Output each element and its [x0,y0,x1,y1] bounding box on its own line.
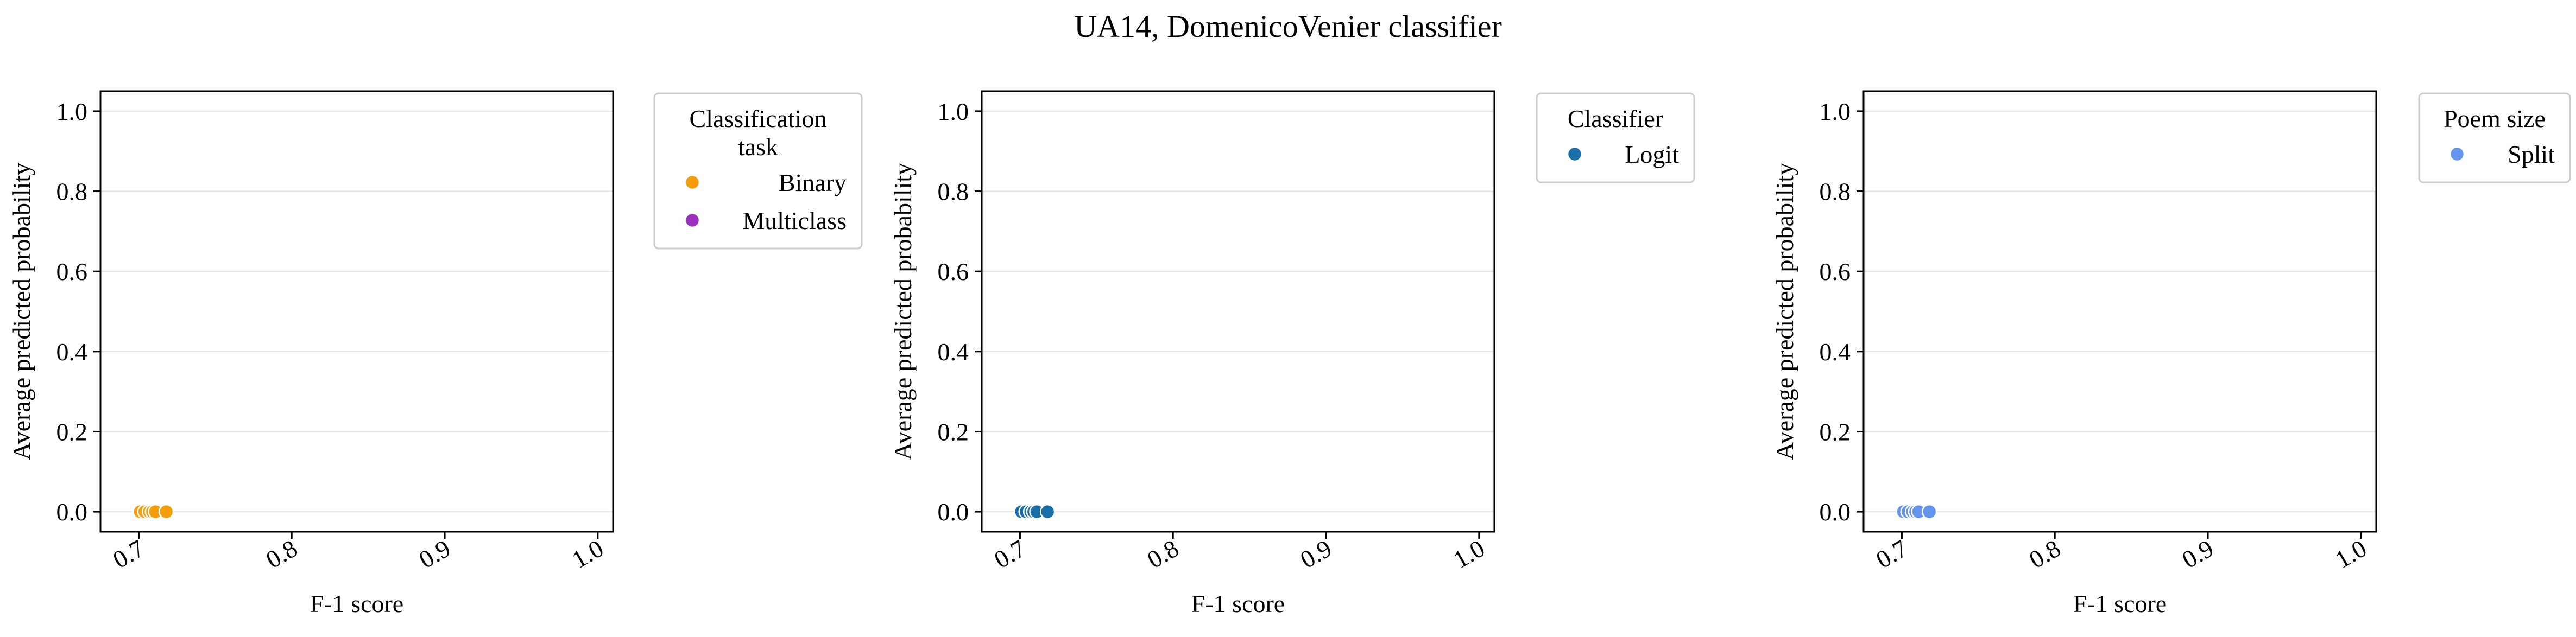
legend-title: Classifier [1568,105,1663,132]
x-tick-label: 1.0 [1449,534,1489,574]
legend-marker [684,212,700,228]
data-point [1921,504,1937,520]
y-tick-label: 0.8 [1820,178,1851,206]
y-tick-label: 1.0 [938,98,969,125]
x-tick-label: 1.0 [2331,534,2371,574]
legend-entry-label: Split [2508,141,2555,168]
y-tick-label: 0.8 [938,178,969,206]
plot-frame [981,90,1495,533]
y-tick-label: 0.2 [938,418,969,445]
y-tick-label: 1.0 [56,98,88,125]
y-tick-label: 0.0 [1820,498,1851,526]
y-tick-label: 0.2 [56,418,88,445]
x-axis-label: F-1 score [310,590,403,617]
y-tick-label: 0.4 [938,338,969,366]
x-tick-label: 0.9 [2177,534,2218,574]
plot-frame [99,90,614,533]
legend-title: Classification [690,105,827,132]
x-tick-label: 0.7 [989,534,1030,574]
data-point [158,504,174,520]
legend-entry-label: Multiclass [742,207,847,234]
x-tick-label: 0.8 [261,534,302,574]
legend-marker [2449,146,2465,162]
legend-marker [684,174,700,190]
y-axis-label: Average predicted probability [1771,163,1798,460]
chart-panel-3: 0.0 0.2 0.4 0.6 0.8 1.0 0.7 0.8 0.9 1.0 F-1 score A… [1771,90,2571,617]
legend-entry-label: Binary [779,169,847,196]
plot-frame [1862,90,2377,533]
y-axis-label: Average predicted probability [8,163,35,460]
x-tick-label: 0.7 [1871,534,1912,574]
y-tick-label: 0.0 [938,498,969,526]
legend-marker [1567,146,1583,162]
legend-title: task [738,133,778,161]
y-tick-label: 1.0 [1820,98,1851,125]
y-tick-label: 0.6 [56,258,88,285]
x-tick-label: 1.0 [567,534,608,574]
legend: Classifier Logit [1536,92,1695,183]
x-tick-label: 0.7 [108,534,149,574]
x-tick-label: 0.8 [1142,534,1183,574]
legend: Poem size Split [2418,92,2571,183]
legend-box [653,92,863,250]
data-point [1039,504,1056,520]
legend-title: Poem size [2444,105,2546,132]
x-axis-label: F-1 score [2073,590,2167,617]
chart-panel-2: 0.0 0.2 0.4 0.6 0.8 1.0 0.7 0.8 0.9 1.0 F-1 score A… [889,90,1695,617]
x-tick-label: 0.9 [1296,534,1336,574]
figure-title: UA14, DomenicoVenier classifier [1074,9,1502,44]
y-tick-label: 0.0 [56,498,88,526]
y-tick-label: 0.4 [56,338,88,366]
y-tick-label: 0.2 [1820,418,1851,445]
x-tick-label: 0.8 [2024,534,2065,574]
x-tick-label: 0.9 [414,534,455,574]
y-tick-label: 0.8 [56,178,88,206]
y-axis-label: Average predicted probability [889,163,917,460]
legend-entry-label: Logit [1625,141,1679,168]
y-tick-label: 0.4 [1820,338,1851,366]
y-tick-label: 0.6 [1820,258,1851,285]
x-axis-label: F-1 score [1191,590,1285,617]
chart-panel-1: 0.0 0.2 0.4 0.6 0.8 1.0 0.7 0.8 0.9 1.0 F-1 score A… [8,90,863,617]
y-tick-label: 0.6 [938,258,969,285]
